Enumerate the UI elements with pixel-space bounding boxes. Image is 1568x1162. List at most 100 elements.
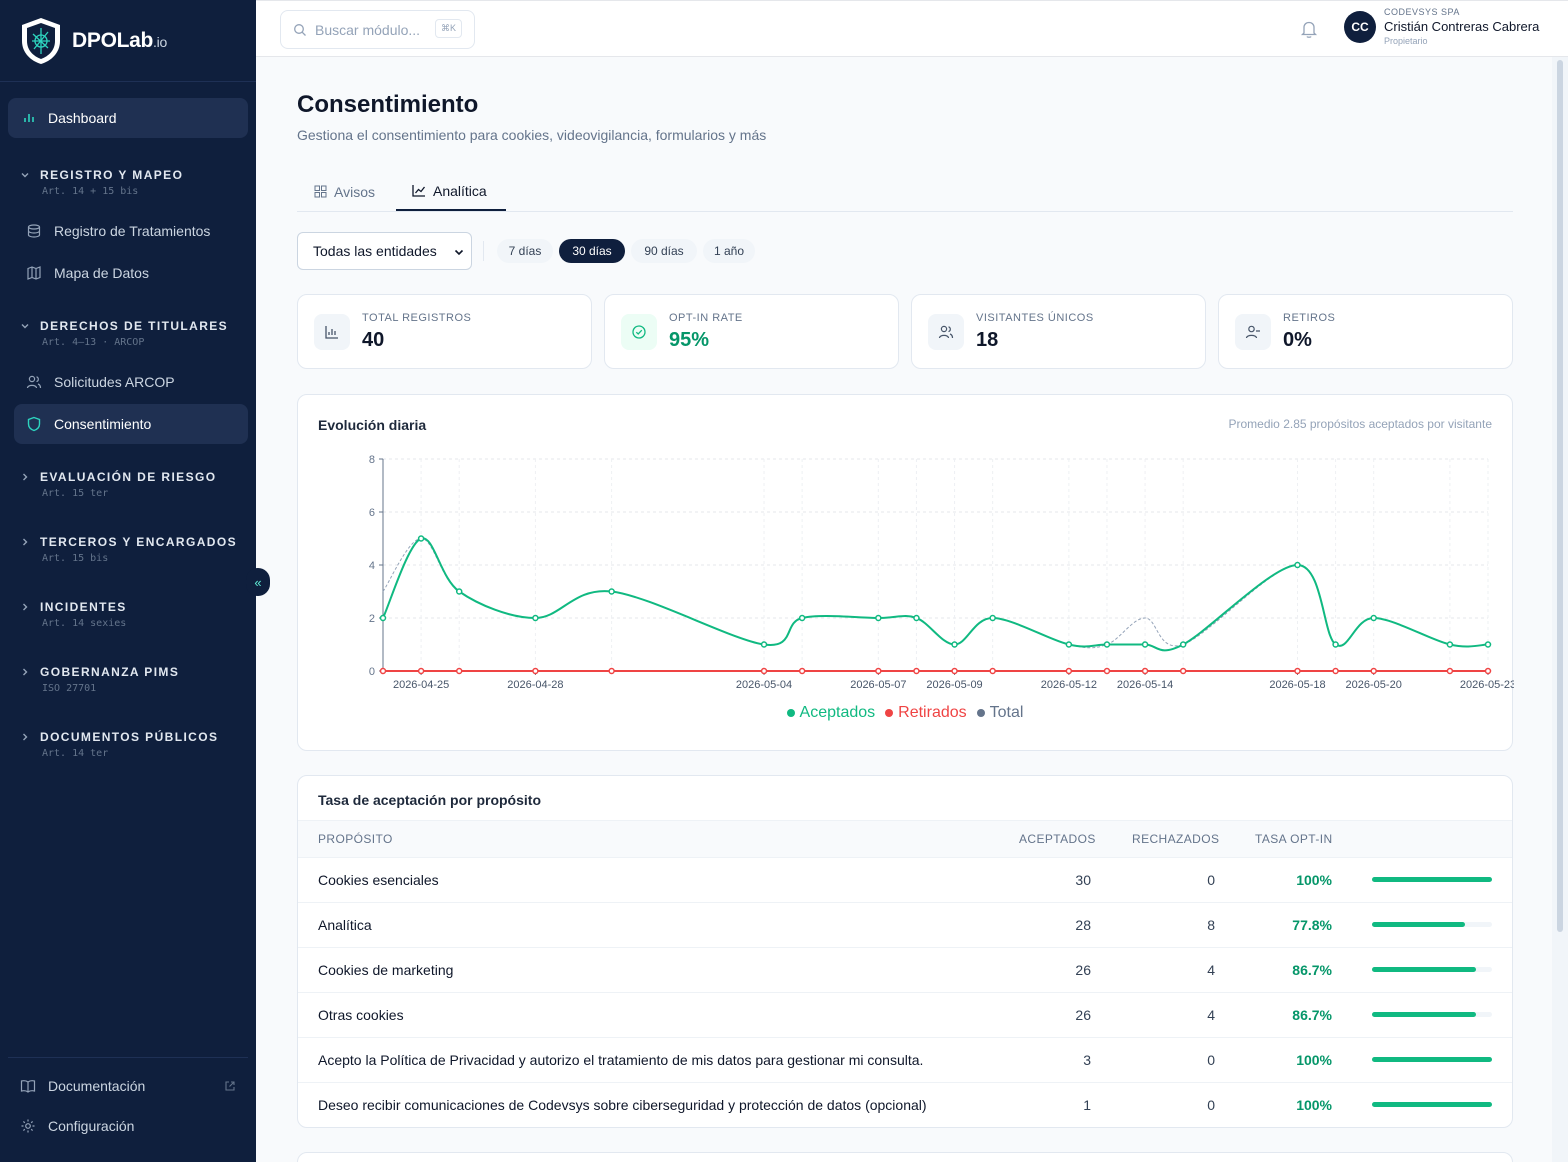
shield-logo-icon — [22, 18, 60, 64]
stat-visitantes-unicos: VISITANTES ÚNICOS 18 — [911, 294, 1206, 369]
table-row: Acepto la Política de Privacidad y autor… — [298, 1038, 1512, 1083]
database-icon — [27, 224, 41, 238]
range-1-ano[interactable]: 1 año — [703, 239, 755, 263]
header-rate: TASA OPT-IN — [1255, 832, 1333, 846]
chevron-right-icon — [20, 537, 30, 547]
sidebar-section-terceros[interactable]: TERCEROS Y ENCARGADOS Art. 15 bis — [20, 535, 248, 564]
sidebar-item-solicitudes-arcop[interactable]: Solicitudes ARCOP — [14, 362, 248, 402]
data-point-retirados — [913, 667, 920, 675]
data-point-aceptados — [1294, 561, 1301, 569]
scrollbar-thumb[interactable] — [1557, 60, 1563, 932]
stat-label: TOTAL REGISTROS — [362, 312, 472, 324]
cell-rejected: 4 — [1207, 962, 1215, 978]
cell-rate: 100% — [1296, 872, 1332, 888]
data-point-retirados — [455, 667, 463, 675]
brand-logo[interactable]: DPOLab.io — [18, 16, 167, 66]
stat-label: VISITANTES ÚNICOS — [976, 312, 1094, 324]
gear-icon — [21, 1119, 35, 1133]
section-title: GOBERNANZA PIMS — [40, 665, 180, 679]
data-point-aceptados — [1179, 641, 1187, 648]
data-point-retirados — [760, 667, 768, 675]
tab-analitica[interactable]: Analítica — [396, 172, 506, 211]
progress-bar — [1372, 967, 1492, 972]
x-tick-label: 2026-04-28 — [507, 679, 563, 691]
sidebar-item-configuracion[interactable]: Configuración — [8, 1106, 248, 1146]
sidebar-item-mapa-datos[interactable]: Mapa de Datos — [14, 253, 248, 293]
header-rejected: RECHAZADOS — [1132, 832, 1220, 846]
range-30-dias[interactable]: 30 días — [559, 239, 625, 263]
data-point-aceptados — [875, 614, 882, 622]
section-subtitle: Art. 14 + 15 bis — [42, 186, 139, 197]
cell-rejected: 0 — [1207, 872, 1215, 888]
sidebar-divider — [0, 81, 256, 82]
stat-retiros: RETIROS 0% — [1218, 294, 1513, 369]
bell-icon[interactable] — [1300, 19, 1318, 39]
data-point-retirados — [951, 667, 958, 675]
user-minus-icon — [1235, 314, 1271, 350]
check-circle-icon — [621, 314, 657, 350]
sidebar-section-documentos[interactable]: DOCUMENTOS PÚBLICOS Art. 14 ter — [20, 730, 248, 759]
sidebar-item-documentacion[interactable]: Documentación — [8, 1066, 248, 1106]
section-subtitle: Art. 15 ter — [42, 488, 109, 499]
section-subtitle: Art. 15 bis — [42, 553, 109, 564]
progress-bar — [1372, 1012, 1492, 1017]
chart-title: Evolución diaria — [318, 417, 427, 433]
search-input[interactable]: Buscar módulo... ⌘K — [280, 10, 475, 49]
cell-accepted: 30 — [1075, 872, 1091, 888]
page-title: Consentimiento — [297, 91, 479, 118]
cell-accepted: 3 — [1083, 1052, 1091, 1068]
sidebar-section-registro[interactable]: REGISTRO Y MAPEO Art. 14 + 15 bis — [20, 168, 248, 197]
cell-rate: 86.7% — [1292, 1007, 1332, 1023]
data-point-retirados — [417, 667, 425, 675]
x-tick-label: 2026-04-25 — [393, 679, 449, 691]
cell-rate: 86.7% — [1292, 962, 1332, 978]
user-menu[interactable]: CC CODEVSYS SPA Cristián Contreras Cabre… — [1344, 7, 1539, 46]
data-point-aceptados — [1446, 641, 1454, 648]
purpose-table-card: Tasa de aceptación por propósito PROPÓSI… — [297, 775, 1513, 1128]
shield-icon — [27, 416, 41, 432]
progress-bar-fill — [1372, 1057, 1492, 1062]
cell-rate: 100% — [1296, 1052, 1332, 1068]
section-title: DOCUMENTOS PÚBLICOS — [40, 730, 219, 744]
data-point-retirados — [1332, 667, 1339, 675]
grid-icon — [314, 185, 327, 198]
sidebar-section-derechos[interactable]: DERECHOS DE TITULARES Art. 4–13 · ARCOP — [20, 319, 248, 348]
collapse-sidebar-button[interactable]: « — [246, 568, 270, 596]
table-row: Analítica 28 8 77.8% — [298, 903, 1512, 948]
data-point-retirados — [1141, 667, 1149, 675]
sidebar-item-dashboard[interactable]: Dashboard — [8, 98, 248, 138]
cell-accepted: 28 — [1075, 917, 1091, 933]
chevron-down-icon — [454, 249, 464, 256]
section-title: EVALUACIÓN DE RIESGO — [40, 470, 217, 484]
sidebar-item-label: Mapa de Datos — [54, 265, 149, 281]
sidebar-item-consentimiento[interactable]: Consentimiento — [14, 404, 248, 444]
series-line-total — [382, 537, 1489, 649]
sidebar-section-gobernanza[interactable]: GOBERNANZA PIMS ISO 27701 — [20, 665, 248, 694]
sidebar-section-incidentes[interactable]: INCIDENTES Art. 14 sexies — [20, 600, 248, 629]
data-point-aceptados — [1103, 641, 1111, 648]
stat-opt-in-rate: OPT-IN RATE 95% — [604, 294, 899, 369]
sidebar-section-evaluacion-riesgo[interactable]: EVALUACIÓN DE RIESGO Art. 15 ter — [20, 470, 248, 499]
legend-item-total[interactable]: Total — [976, 704, 1023, 722]
tab-avisos[interactable]: Avisos — [314, 172, 375, 211]
entity-select[interactable]: Todas las entidades — [297, 232, 472, 270]
section-title: TERCEROS Y ENCARGADOS — [40, 535, 237, 549]
tab-label: Avisos — [334, 183, 375, 200]
sidebar-item-label: Registro de Tratamientos — [54, 223, 211, 239]
range-90-dias[interactable]: 90 días — [631, 239, 697, 263]
table-row: Otras cookies 26 4 86.7% — [298, 993, 1512, 1038]
user-name: Cristián Contreras Cabrera — [1384, 19, 1540, 34]
sidebar-item-label: Documentación — [48, 1078, 146, 1094]
chevron-right-icon — [20, 472, 30, 482]
legend-item-retirados[interactable]: Retirados — [885, 704, 967, 722]
data-point-retirados — [379, 667, 387, 675]
sidebar-item-registro-tratamientos[interactable]: Registro de Tratamientos — [14, 211, 248, 251]
legend-item-aceptados[interactable]: Aceptados — [786, 704, 875, 722]
chevron-right-icon — [20, 667, 30, 677]
stat-value: 18 — [976, 329, 999, 351]
data-point-aceptados — [798, 614, 806, 622]
y-tick-label: 6 — [369, 507, 375, 519]
range-7-dias[interactable]: 7 días — [497, 239, 553, 263]
stat-value: 40 — [362, 329, 385, 351]
section-title: DERECHOS DE TITULARES — [40, 319, 229, 333]
